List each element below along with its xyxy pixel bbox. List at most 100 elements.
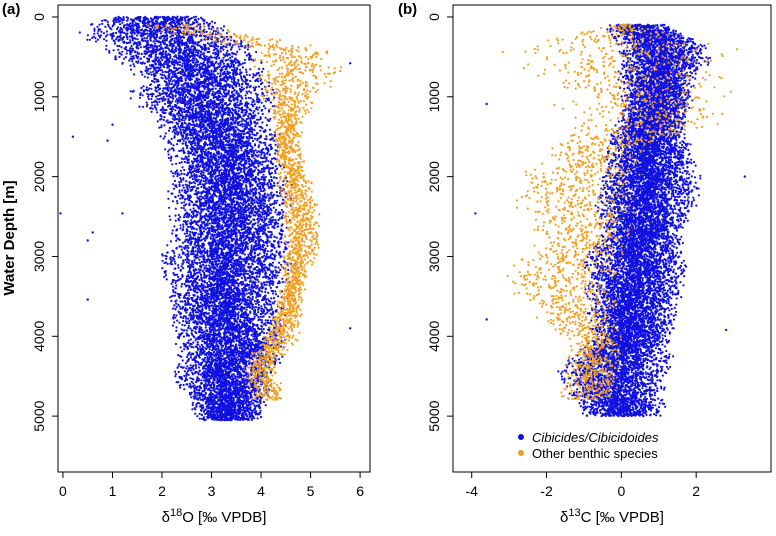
data-point [241, 103, 243, 105]
data-point [118, 21, 120, 23]
data-point [190, 87, 192, 89]
data-point [194, 92, 196, 94]
data-point [187, 86, 189, 88]
data-point [171, 45, 173, 47]
data-point [204, 121, 206, 123]
data-point [160, 32, 162, 34]
data-point [155, 109, 157, 111]
data-point [210, 156, 212, 158]
data-point [118, 56, 120, 58]
data-point [263, 131, 265, 133]
data-point [233, 135, 235, 137]
data-point [177, 140, 179, 142]
data-point [139, 44, 141, 46]
data-point [96, 26, 98, 28]
data-point [164, 47, 166, 49]
data-point [112, 25, 114, 27]
data-point [207, 115, 209, 117]
data-point [240, 45, 242, 47]
data-point [153, 81, 155, 83]
data-point [236, 101, 238, 103]
data-point [256, 99, 258, 101]
data-point [183, 83, 185, 85]
data-point [169, 32, 171, 34]
data-point [156, 104, 158, 106]
data-point [233, 90, 235, 92]
data-point [171, 83, 173, 85]
data-point [222, 115, 224, 117]
data-point [256, 139, 258, 141]
data-point [231, 92, 233, 94]
data-point [215, 118, 217, 120]
data-point [189, 134, 191, 136]
data-point [191, 150, 193, 152]
data-point [164, 40, 166, 42]
data-point [162, 112, 164, 114]
data-point [182, 142, 184, 144]
data-point [164, 135, 166, 137]
data-point [242, 159, 244, 161]
data-point [176, 113, 178, 115]
data-point [184, 56, 186, 58]
data-point [142, 94, 144, 96]
data-point [163, 63, 165, 65]
data-point [249, 86, 251, 88]
data-point [249, 68, 251, 70]
data-point [161, 69, 163, 71]
data-point [237, 124, 239, 126]
data-point [209, 78, 211, 80]
data-point [243, 76, 245, 78]
data-point [180, 115, 182, 117]
data-point [116, 28, 118, 30]
data-point [117, 49, 119, 51]
data-point [215, 106, 217, 108]
data-point [94, 37, 96, 39]
data-point [220, 48, 222, 50]
data-point [160, 135, 162, 137]
data-point [248, 113, 250, 115]
data-point [164, 148, 166, 150]
data-point [259, 130, 261, 132]
data-point [131, 60, 133, 62]
data-point [261, 157, 263, 159]
data-point [258, 86, 260, 88]
data-point [164, 109, 166, 111]
data-point [150, 74, 152, 76]
data-point [199, 26, 201, 28]
data-point [206, 22, 208, 24]
data-point [212, 26, 214, 28]
data-point [272, 105, 274, 107]
data-point [192, 105, 194, 107]
data-point [235, 62, 237, 64]
data-point [258, 146, 260, 148]
data-point [189, 79, 191, 81]
data-point [238, 145, 240, 147]
data-point [180, 91, 182, 93]
data-point [222, 45, 224, 47]
data-point [194, 133, 196, 135]
data-point [87, 34, 89, 36]
data-point [195, 66, 197, 68]
data-point [186, 104, 188, 106]
data-point [120, 46, 122, 48]
data-point [266, 124, 268, 126]
data-point [133, 37, 135, 39]
data-point [246, 137, 248, 139]
data-point [263, 105, 265, 107]
data-point [242, 62, 244, 64]
data-point [218, 158, 220, 160]
data-point [139, 58, 141, 60]
data-point [182, 136, 184, 138]
data-point [195, 35, 197, 37]
data-point [217, 73, 219, 75]
data-point [208, 48, 210, 50]
data-point [237, 65, 239, 67]
data-point [152, 71, 154, 73]
data-point [194, 149, 196, 151]
data-point [186, 147, 188, 149]
data-point [163, 138, 165, 140]
data-point [186, 111, 188, 113]
data-point [158, 127, 160, 129]
data-point [248, 117, 250, 119]
data-point [184, 20, 186, 22]
